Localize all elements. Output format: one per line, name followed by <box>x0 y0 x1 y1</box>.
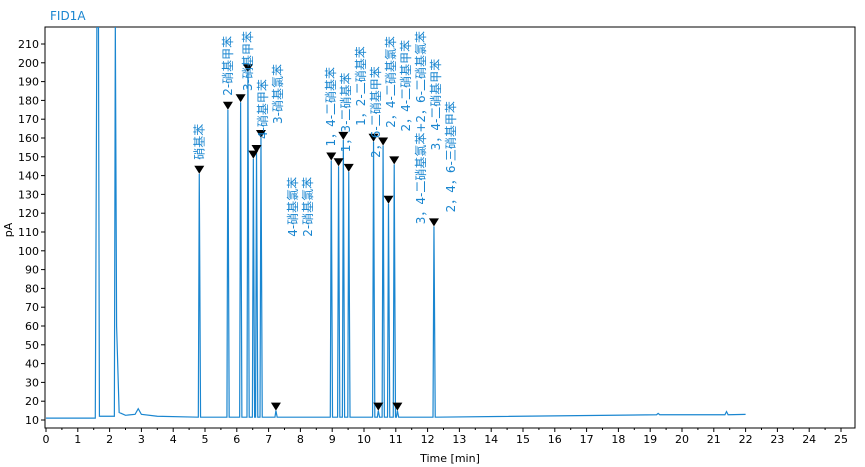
peak-marker <box>326 152 337 161</box>
plot-frame <box>44 26 856 429</box>
peak-label: 1，2-二硝基苯 <box>354 46 368 126</box>
peak-marker <box>383 195 394 204</box>
y-tick-label: 160 <box>18 132 39 145</box>
x-tick-label: 20 <box>675 433 689 446</box>
peak-marker <box>194 165 205 174</box>
peak-label: 1，4-二硝基苯 <box>324 67 338 147</box>
x-tick-label: 6 <box>233 433 240 446</box>
y-tick-label: 180 <box>18 94 39 107</box>
x-tick-label: 7 <box>265 433 272 446</box>
peak-label: 2，4-二硝基甲苯 <box>399 40 413 132</box>
x-tick-label: 1 <box>74 433 81 446</box>
peak-marker <box>368 133 379 142</box>
y-tick-label: 200 <box>18 57 39 70</box>
x-tick-label: 21 <box>707 433 721 446</box>
peak-label: 3-硝基氯苯 <box>271 64 285 124</box>
peak-label: 2-硝基氯苯 <box>301 177 315 237</box>
peak-label: 3-硝基甲苯 <box>241 31 255 91</box>
peak-label: 2，4，6-三硝基甲苯 <box>444 101 458 212</box>
x-tick-label: 13 <box>452 433 466 446</box>
peak-marker <box>248 150 259 159</box>
x-tick-label: 8 <box>297 433 304 446</box>
y-tick-label: 80 <box>25 282 39 295</box>
x-tick-label: 3 <box>138 433 145 446</box>
x-tick-label: 4 <box>170 433 177 446</box>
x-tick-label: 18 <box>611 433 625 446</box>
x-tick-label: 23 <box>770 433 784 446</box>
peak-marker <box>255 130 266 138</box>
y-tick-label: 150 <box>18 151 39 164</box>
peak-marker <box>251 145 262 154</box>
peak-label: 1，3-二硝基苯 <box>339 73 353 153</box>
y-tick-label: 140 <box>18 170 39 183</box>
x-tick-label: 5 <box>202 433 209 446</box>
x-tick-label: 10 <box>357 433 371 446</box>
peak-label: 2，4-二硝基氯苯 <box>384 36 398 128</box>
y-tick-label: 60 <box>25 320 39 333</box>
y-tick-label: 20 <box>25 395 39 408</box>
chromatogram-trace <box>46 27 746 419</box>
chart-title: FID1A <box>50 9 86 23</box>
x-tick-label: 17 <box>580 433 594 446</box>
y-tick-label: 90 <box>25 264 39 277</box>
peak-marker <box>378 137 389 146</box>
x-tick-label: 15 <box>516 433 530 446</box>
peak-marker <box>338 131 349 140</box>
y-axis-label: pA <box>2 222 15 237</box>
y-tick-label: 210 <box>18 38 39 51</box>
y-tick-label: 40 <box>25 358 39 371</box>
y-tick-label: 110 <box>18 226 39 239</box>
peak-label: 2，6-二硝基甲苯 <box>369 66 383 158</box>
x-axis-label: Time [min] <box>419 452 480 465</box>
y-tick-label: 50 <box>25 339 39 352</box>
y-tick-label: 170 <box>18 113 39 126</box>
x-tick-label: 12 <box>421 433 435 446</box>
x-tick-label: 19 <box>643 433 657 446</box>
peak-marker <box>235 94 246 103</box>
y-tick-label: 130 <box>18 188 39 201</box>
peak-label: 3，4-二硝基甲苯 <box>429 59 443 151</box>
peak-label: 4-硝基氯苯 <box>286 177 300 237</box>
peak-label: 4-硝基甲苯 <box>256 79 270 139</box>
x-tick-label: 22 <box>739 433 753 446</box>
x-tick-label: 9 <box>329 433 336 446</box>
y-tick-label: 30 <box>25 376 39 389</box>
y-tick-label: 120 <box>18 207 39 220</box>
x-tick-label: 0 <box>43 433 50 446</box>
peak-marker <box>373 402 384 411</box>
peak-marker <box>428 218 439 227</box>
x-tick-label: 2 <box>106 433 113 446</box>
y-tick-label: 70 <box>25 301 39 314</box>
x-tick-label: 25 <box>834 433 848 446</box>
peak-label: 硝基苯 <box>192 124 206 160</box>
peak-marker <box>222 101 233 110</box>
peak-marker <box>392 402 403 411</box>
x-tick-label: 11 <box>389 433 403 446</box>
x-tick-label: 16 <box>548 433 562 446</box>
x-tick-label: 14 <box>484 433 498 446</box>
peak-marker <box>242 64 253 73</box>
x-tick-label: 24 <box>802 433 816 446</box>
peak-marker <box>343 163 354 172</box>
y-tick-label: 10 <box>25 414 39 427</box>
trace-group <box>46 27 746 419</box>
peak-marker <box>333 158 344 167</box>
peak-marker <box>270 402 281 411</box>
y-tick-label: 190 <box>18 76 39 89</box>
peak-label: 3，4-二硝基氯苯+2，6-二硝基氯苯 <box>414 31 428 224</box>
y-tick-label: 100 <box>18 245 39 258</box>
peak-label: 2-硝基甲苯 <box>221 36 235 96</box>
peak-marker <box>389 156 400 165</box>
